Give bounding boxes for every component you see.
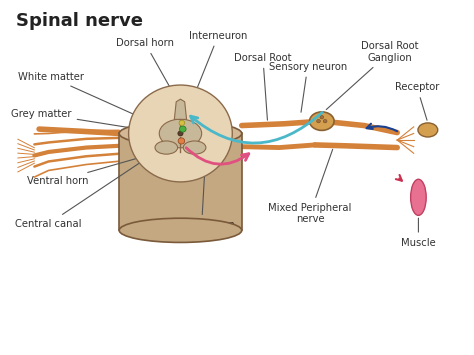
Circle shape — [178, 138, 185, 144]
FancyArrowPatch shape — [191, 113, 322, 143]
Text: Grey matter: Grey matter — [11, 109, 158, 132]
Polygon shape — [174, 99, 187, 119]
Ellipse shape — [410, 179, 426, 215]
Text: Dorsal Root: Dorsal Root — [234, 53, 292, 120]
FancyArrowPatch shape — [367, 124, 397, 131]
Circle shape — [179, 120, 185, 126]
Circle shape — [178, 131, 183, 136]
Ellipse shape — [418, 123, 438, 137]
Text: Spinal nerve: Spinal nerve — [16, 12, 143, 31]
Circle shape — [317, 119, 320, 123]
Text: Interneuron: Interneuron — [184, 31, 247, 121]
Text: Dorsal Root
Ganglion: Dorsal Root Ganglion — [326, 41, 419, 110]
Text: Sensory neuron: Sensory neuron — [269, 61, 347, 112]
Text: Dorsal horn: Dorsal horn — [116, 38, 177, 99]
Circle shape — [180, 126, 186, 132]
Circle shape — [323, 119, 327, 123]
Circle shape — [128, 85, 232, 182]
Ellipse shape — [310, 112, 334, 130]
Ellipse shape — [119, 121, 242, 146]
Polygon shape — [119, 133, 242, 230]
Ellipse shape — [183, 141, 206, 154]
Text: Ventral horn: Ventral horn — [27, 151, 163, 186]
Text: Mixed Peripheral
nerve: Mixed Peripheral nerve — [268, 149, 352, 224]
Text: Motor neuron: Motor neuron — [168, 145, 235, 230]
Text: Central canal: Central canal — [15, 137, 178, 229]
Text: Receptor: Receptor — [395, 82, 439, 120]
Ellipse shape — [155, 141, 178, 154]
Text: White matter: White matter — [18, 72, 143, 118]
FancyArrowPatch shape — [186, 148, 249, 164]
Ellipse shape — [119, 218, 242, 242]
Circle shape — [320, 115, 324, 119]
Text: Muscle: Muscle — [401, 218, 436, 248]
Ellipse shape — [159, 119, 201, 148]
